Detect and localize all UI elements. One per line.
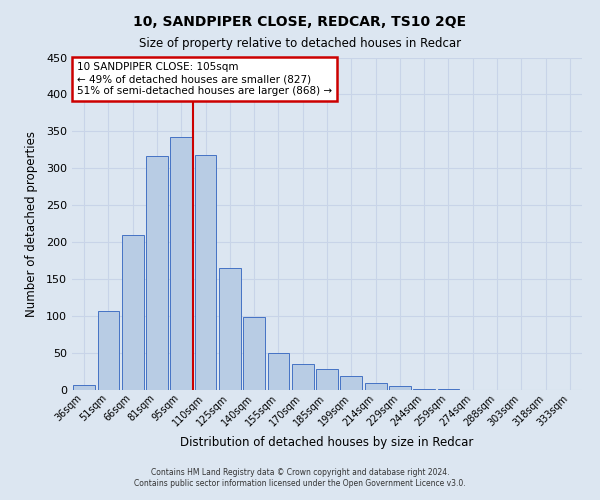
Bar xyxy=(316,370,338,390)
Bar xyxy=(268,353,289,390)
Text: Size of property relative to detached houses in Redcar: Size of property relative to detached ho… xyxy=(139,38,461,51)
Text: 10 SANDPIPER CLOSE: 105sqm
← 49% of detached houses are smaller (827)
51% of sem: 10 SANDPIPER CLOSE: 105sqm ← 49% of deta… xyxy=(77,62,332,96)
Bar xyxy=(194,155,217,390)
Bar xyxy=(73,385,95,390)
Bar xyxy=(219,268,241,390)
Bar xyxy=(170,136,192,390)
Bar xyxy=(146,156,168,390)
Bar xyxy=(243,317,265,390)
Y-axis label: Number of detached properties: Number of detached properties xyxy=(25,130,38,317)
Text: Contains HM Land Registry data © Crown copyright and database right 2024.
Contai: Contains HM Land Registry data © Crown c… xyxy=(134,468,466,487)
Bar xyxy=(365,382,386,390)
Text: 10, SANDPIPER CLOSE, REDCAR, TS10 2QE: 10, SANDPIPER CLOSE, REDCAR, TS10 2QE xyxy=(133,15,467,29)
Bar xyxy=(340,376,362,390)
Bar xyxy=(292,364,314,390)
X-axis label: Distribution of detached houses by size in Redcar: Distribution of detached houses by size … xyxy=(181,436,473,449)
Bar xyxy=(97,311,119,390)
Bar xyxy=(122,235,143,390)
Bar xyxy=(389,386,411,390)
